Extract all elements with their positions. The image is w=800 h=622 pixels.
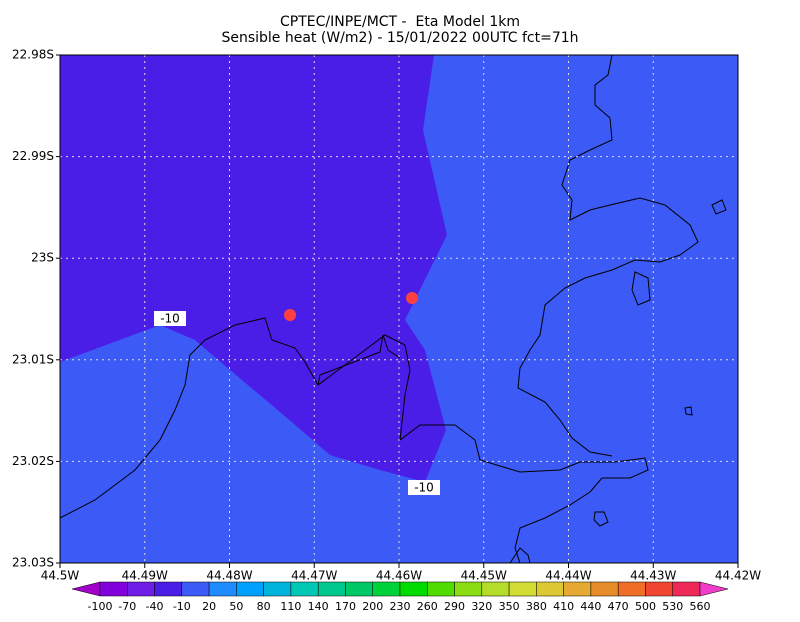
colorbar-label: 350 (499, 600, 520, 613)
contour-label: -10 (160, 312, 180, 326)
y-tick-label: 22.99S (12, 149, 54, 163)
colorbar-segment (154, 581, 183, 597)
colorbar-segment (208, 581, 237, 597)
colorbar-arrow (699, 581, 729, 597)
contour-label-box (154, 311, 186, 326)
colorbar-label: 20 (202, 600, 216, 613)
title: CPTEC/INPE/MCT - Eta Model 1km (280, 14, 520, 30)
colorbar-label: 110 (280, 600, 301, 613)
contour-label-box (408, 480, 440, 495)
y-tick-label: 23.01S (12, 352, 54, 366)
grid (60, 55, 738, 563)
colorbar-segment (290, 581, 319, 597)
colorbar-segment (563, 581, 592, 597)
station-marker (284, 309, 296, 321)
colorbar-label: -10 (173, 600, 191, 613)
x-tick-label: 44.48W (206, 569, 252, 583)
x-tick-label: 44.47W (291, 569, 337, 583)
colorbar-segment (236, 581, 264, 597)
colorbar-label: 140 (308, 600, 329, 613)
x-tick-label: 44.42W (715, 569, 761, 583)
y-tick-label: 22.98S (12, 48, 54, 62)
colorbar-segment (454, 581, 483, 597)
contour-label: -10 (414, 481, 434, 495)
colorbar: -100 -70 -40 -10 20 50 80 110 140 170 200 230 260 290… (71, 581, 729, 613)
colorbar-segment (317, 581, 346, 597)
x-tick-label: 44.43W (630, 569, 676, 583)
colorbar-segment (645, 581, 673, 597)
x-tick-label: 44.44W (545, 569, 591, 583)
colorbar-label: 470 (608, 600, 629, 613)
colorbar-label: 380 (526, 600, 547, 613)
station-marker (406, 292, 418, 304)
colorbar-segment (481, 581, 510, 597)
colorbar-label: 410 (553, 600, 574, 613)
colorbar-segment (372, 581, 401, 597)
colorbar-label: -70 (118, 600, 136, 613)
colorbar-label: 530 (662, 600, 683, 613)
colorbar-label: 230 (390, 600, 411, 613)
colorbar-segment (427, 581, 455, 597)
colorbar-label: 560 (690, 600, 711, 613)
colorbar-segment (399, 581, 428, 597)
colorbar-label: -40 (146, 600, 164, 613)
colorbar-label: 290 (444, 600, 465, 613)
coastline (59, 54, 727, 564)
colorbar-segment (508, 581, 537, 597)
colorbar-label: 200 (362, 600, 383, 613)
colorbar-segment (127, 581, 155, 597)
colorbar-label: 50 (229, 600, 243, 613)
x-tick-label: 44.45W (461, 569, 507, 583)
colorbar-label: 500 (635, 600, 656, 613)
colorbar-label: 260 (417, 600, 438, 613)
colorbar-arrow (71, 581, 101, 597)
y-tick-label: 23S (31, 251, 54, 265)
subtitle: Sensible heat (W/m2) - 15/01/2022 00UTC … (221, 30, 578, 46)
colorbar-segment (181, 581, 210, 597)
colorbar-segment (99, 581, 128, 597)
colorbar-segment (672, 581, 701, 597)
colorbar-segment (345, 581, 373, 597)
colorbar-segment (536, 581, 564, 597)
field-region (60, 55, 447, 482)
colorbar-segment (263, 581, 292, 597)
colorbar-segment (617, 581, 646, 597)
colorbar-label: 440 (580, 600, 601, 613)
y-tick-label: 23.03S (12, 556, 54, 570)
colorbar-label: 170 (335, 600, 356, 613)
colorbar-label: 80 (257, 600, 271, 613)
x-tick-label: 44.49W (122, 569, 168, 583)
colorbar-segment (590, 581, 619, 597)
x-tick-label: 44.5W (41, 569, 80, 583)
plot-area: -10 -10 (59, 54, 739, 564)
x-tick-label: 44.46W (376, 569, 422, 583)
colorbar-label: 320 (471, 600, 492, 613)
y-tick-label: 23.02S (12, 454, 54, 468)
colorbar-label: -100 (88, 600, 113, 613)
